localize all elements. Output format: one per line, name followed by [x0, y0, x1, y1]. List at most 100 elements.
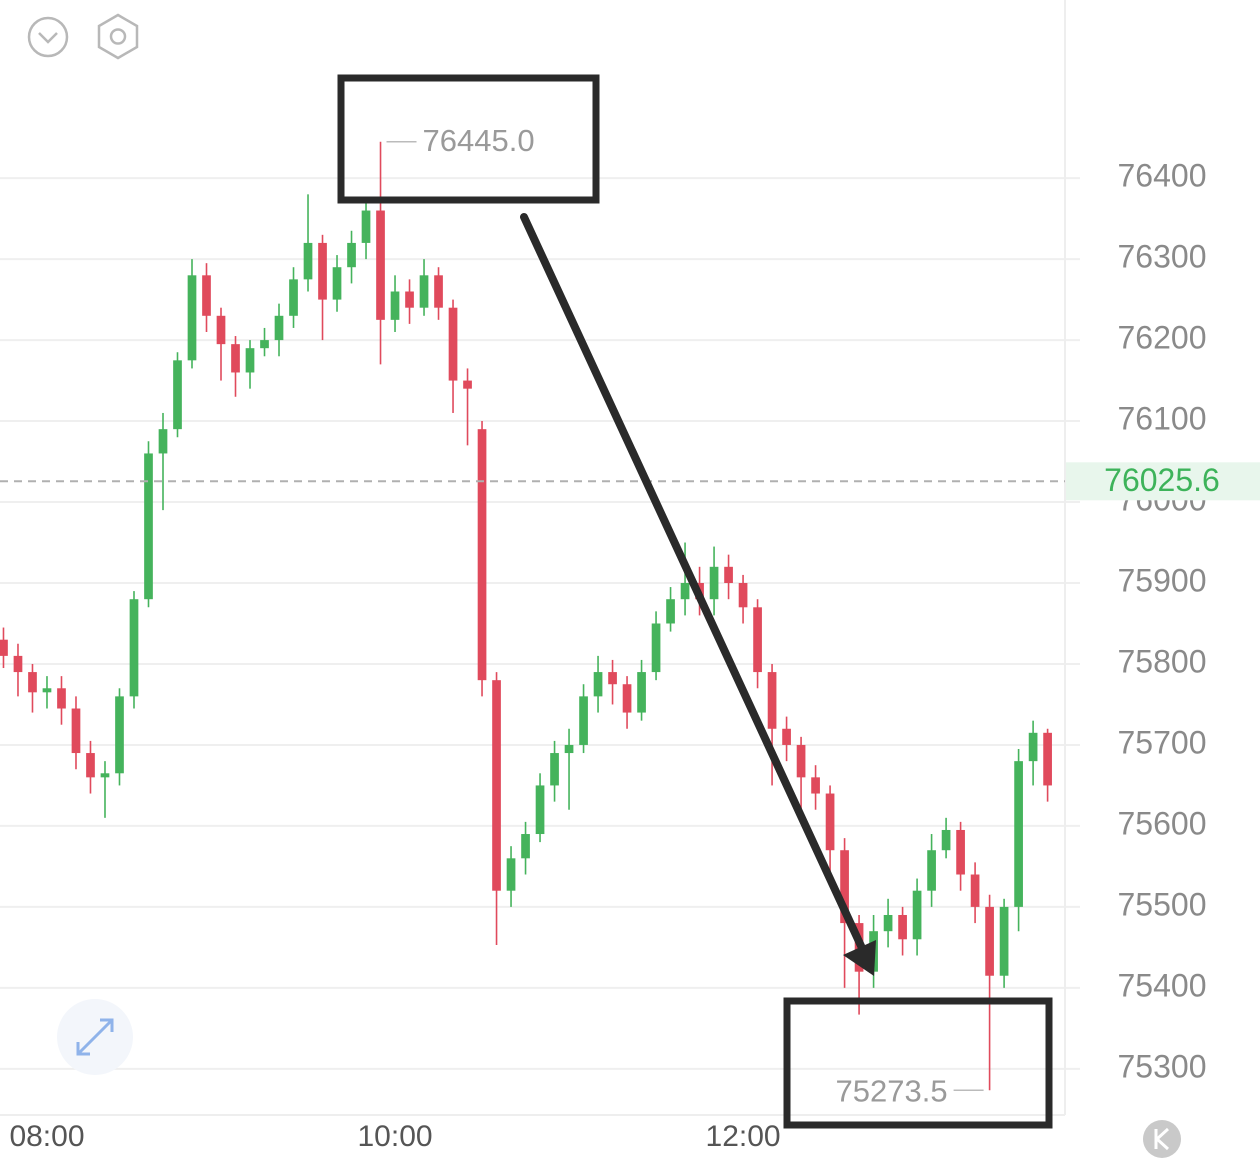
candle-body	[303, 242, 313, 280]
candle-body	[941, 829, 951, 851]
candle-body	[738, 583, 748, 608]
candle-body	[912, 890, 922, 940]
candle-body	[231, 344, 240, 373]
candle-body	[28, 672, 37, 693]
candle-body	[1043, 732, 1052, 786]
y-tick-label: 75400	[1118, 967, 1207, 1003]
y-tick-label: 76400	[1118, 158, 1207, 194]
candle-body	[202, 275, 211, 316]
candle-body	[42, 688, 52, 693]
candle-body	[767, 672, 777, 729]
candle-body	[57, 688, 66, 709]
candle-body	[521, 834, 530, 859]
candle-body	[593, 672, 603, 697]
y-tick-label: 75800	[1118, 643, 1207, 679]
y-tick-label: 75300	[1118, 1048, 1207, 1084]
candle-body	[535, 785, 545, 835]
candle-body	[579, 696, 588, 745]
candle-body	[651, 623, 661, 673]
last-price-bg	[1066, 462, 1260, 501]
last-price-label: 76025.6	[1104, 462, 1220, 498]
candle-body	[216, 315, 226, 345]
highlight-box	[783, 997, 1053, 1129]
candle-body	[419, 275, 429, 308]
candle-body	[564, 744, 574, 754]
highlight-box	[337, 74, 600, 204]
candle-body	[956, 829, 965, 875]
candle-body	[782, 728, 791, 745]
candle-body	[709, 566, 719, 600]
candle-body	[260, 340, 269, 349]
grid	[0, 177, 1080, 1070]
candle-body	[622, 684, 632, 713]
candle-body	[666, 599, 675, 624]
expand-icon[interactable]	[57, 999, 133, 1075]
candle-body	[158, 429, 168, 454]
y-tick-label: 75500	[1118, 886, 1207, 922]
candle-body	[927, 850, 936, 891]
candle-body	[680, 583, 690, 600]
candle-body	[840, 850, 849, 924]
k-icon[interactable]	[1143, 1120, 1181, 1158]
candle-body	[144, 453, 153, 600]
candle-body	[1028, 732, 1038, 762]
candle-body	[390, 291, 400, 320]
candle-body	[753, 607, 762, 673]
candle-body	[796, 744, 806, 778]
y-tick-label: 76100	[1118, 401, 1207, 437]
candle-body	[898, 914, 907, 940]
overlay: 76025.6 76445.0 75273.5	[0, 123, 1260, 1108]
candle-body	[361, 210, 371, 243]
candle-body	[477, 429, 487, 681]
candle-body	[86, 753, 95, 778]
candle-body	[318, 242, 327, 300]
candle-body	[405, 291, 414, 308]
candle-body	[492, 680, 501, 891]
settings-icon[interactable]	[97, 13, 139, 60]
dropdown-icon[interactable]	[27, 16, 69, 58]
candle-body	[883, 914, 893, 932]
candle-body	[608, 672, 617, 685]
arrow-line	[520, 213, 866, 952]
arrow-head	[843, 940, 876, 976]
x-tick-label: 10:00	[357, 1120, 432, 1153]
candle-body	[448, 307, 458, 381]
y-tick-label: 76300	[1118, 239, 1207, 275]
y-tick-label: 75600	[1118, 805, 1207, 841]
x-tick-label: 12:00	[706, 1120, 781, 1153]
max-label: 76445.0	[423, 123, 535, 158]
x-tick-label: 08:00	[9, 1120, 84, 1153]
candle-body	[0, 639, 8, 656]
candle-body	[376, 210, 385, 320]
candle-body	[187, 275, 197, 361]
candle-body	[506, 858, 516, 891]
candle-body	[825, 793, 835, 851]
candle-body	[13, 655, 23, 673]
candles	[0, 141, 1052, 1091]
candle-body	[71, 708, 81, 754]
min-label: 75273.5	[836, 1073, 948, 1108]
candle-body	[100, 773, 110, 778]
candle-body	[332, 267, 342, 300]
candle-body	[999, 906, 1009, 976]
candle-body	[985, 906, 994, 976]
y-tick-label: 75700	[1118, 724, 1207, 760]
y-tick-label: 75900	[1118, 562, 1207, 598]
candle-body	[550, 753, 559, 786]
candle-body	[1014, 761, 1023, 907]
candle-body	[811, 777, 820, 794]
candle-body	[245, 348, 255, 373]
candle-body	[347, 242, 356, 268]
candle-body	[463, 380, 472, 389]
candle-body	[129, 599, 139, 697]
candle-body	[637, 672, 646, 713]
y-tick-label: 76200	[1118, 320, 1207, 356]
candle-body	[274, 315, 284, 341]
candle-body	[115, 696, 124, 774]
candle-body	[173, 360, 182, 430]
candle-body	[724, 566, 733, 584]
candle-body	[970, 874, 980, 907]
axis-labels: 7530075400755007560075700758007590076000…	[9, 158, 1206, 1153]
candle-body	[434, 275, 443, 308]
